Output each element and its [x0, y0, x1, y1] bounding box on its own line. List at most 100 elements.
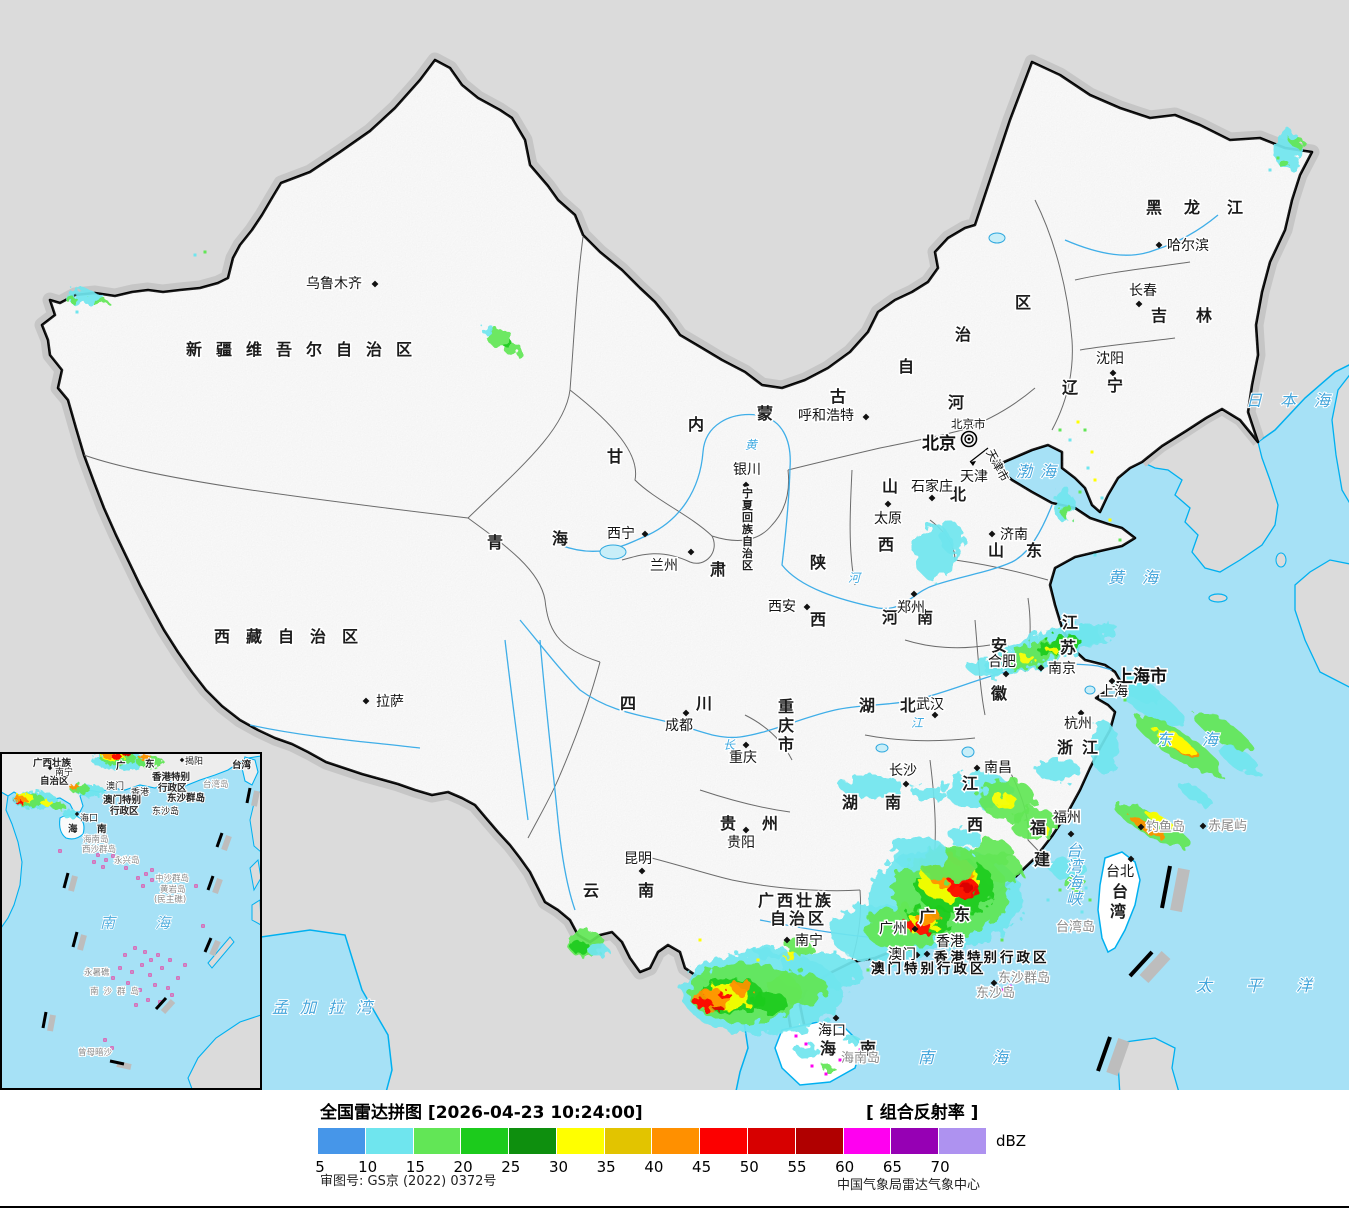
boundary-dash	[109, 1059, 125, 1066]
legend-color-cell	[461, 1128, 509, 1154]
city-dot	[362, 697, 370, 705]
radar-echo-layer	[64, 130, 1305, 1072]
legend-color-cell	[795, 1128, 843, 1154]
radar-echo	[1180, 783, 1212, 807]
islet-marker	[141, 884, 145, 888]
radar-echo	[588, 943, 608, 957]
city-dot	[913, 951, 921, 959]
map-label: 南	[885, 793, 901, 812]
radar-speck	[1086, 466, 1090, 470]
radar-echo	[1153, 726, 1195, 756]
radar-echo	[92, 298, 108, 306]
map-label: 林	[1196, 306, 1212, 325]
inset-label: 海	[68, 823, 78, 835]
radar-echo	[1050, 857, 1086, 879]
map-label: 广州	[879, 921, 907, 937]
inset-label: 澳门	[106, 780, 124, 792]
radar-echo	[892, 838, 948, 870]
islet-marker	[133, 946, 137, 950]
map-label: 肃	[710, 560, 726, 579]
legend-scale-value: 25	[501, 1158, 521, 1176]
inset-label: 香港	[131, 786, 149, 798]
inset-label: 香港特别	[151, 771, 190, 783]
islet-marker	[136, 876, 140, 880]
radar-speck	[824, 1072, 828, 1076]
map-label-layer: 新疆维吾尔自治区西藏自治区青 海甘肃内蒙古自治区陕西山西河北山 东河南江苏安徽浙 江湖…	[185, 197, 1348, 1069]
map-title: 全国雷达拼图 [2026-04-23 10:24:00]	[320, 1103, 643, 1123]
map-label: 成都	[665, 718, 693, 734]
dash-shadow-slab	[160, 998, 176, 1015]
map-label: 广	[919, 907, 935, 926]
legend-scale-value: 50	[739, 1158, 759, 1176]
radar-echo	[994, 795, 1018, 809]
map-label: 苏	[1060, 638, 1076, 657]
legend-color-cell	[939, 1128, 986, 1154]
islet-marker	[124, 866, 128, 870]
boundary-dash	[1096, 1036, 1112, 1072]
radar-echo	[1279, 160, 1289, 168]
city-dot	[884, 500, 892, 508]
radar-speck	[1058, 888, 1062, 892]
dash-shadow-slab	[77, 934, 87, 951]
radar-echo	[65, 294, 75, 302]
map-label: 太平洋	[1196, 976, 1346, 995]
islet-marker	[123, 953, 127, 957]
inset-radar-echo	[62, 810, 78, 818]
inset-label: 东沙岛	[152, 805, 179, 817]
city-dot	[862, 413, 870, 421]
inset-label: (民主礁)	[154, 894, 186, 905]
map-label: 古	[830, 387, 846, 406]
islet-marker	[201, 924, 205, 928]
radar-speck	[1008, 984, 1012, 988]
map-label: 徽	[990, 684, 1008, 703]
dash-shadow-slab	[47, 1014, 56, 1032]
radar-speck	[866, 968, 870, 972]
map-label: 海南岛	[841, 1050, 880, 1066]
map-label: 河	[848, 571, 862, 585]
radar-speck	[810, 1064, 814, 1068]
inset-radar-echo	[51, 802, 65, 810]
map-label: 甘	[607, 447, 623, 466]
radar-echo	[731, 980, 753, 994]
map-label: 重庆	[729, 750, 757, 766]
inset-label: 南沙群岛	[90, 986, 144, 997]
map-label: 福	[1029, 818, 1046, 837]
radar-echo	[1145, 811, 1175, 829]
radar-speck	[953, 943, 957, 947]
radar-echo	[915, 923, 933, 935]
inset-border	[0, 752, 262, 1090]
inset-label: 广	[116, 760, 126, 772]
radar-speck	[1000, 938, 1004, 942]
map-label: 东	[954, 905, 970, 924]
map-label: 建	[1034, 850, 1050, 869]
map-label: 台	[1112, 882, 1128, 901]
inset-label: 南海	[100, 914, 210, 932]
legend-color-cell	[556, 1128, 604, 1154]
dash-shadow-slab	[1106, 1038, 1130, 1076]
map-label: 安	[991, 636, 1007, 655]
city-dot	[1067, 830, 1075, 838]
map-label: 武汉	[916, 697, 944, 713]
radar-speck	[1276, 156, 1280, 160]
map-label: 宁	[1107, 376, 1123, 395]
radar-echo	[571, 940, 589, 954]
map-label: 钓鱼岛	[1146, 819, 1185, 835]
islet-marker	[130, 970, 134, 974]
map-label: 贵阳	[727, 835, 755, 851]
islet-marker	[140, 963, 144, 967]
map-label: 日本海	[1246, 391, 1348, 410]
beijing-target-icon	[960, 430, 978, 448]
dash-shadow-slab	[251, 790, 260, 807]
islet-marker	[144, 872, 148, 876]
inset-dash-layer	[41, 787, 260, 1070]
map-label: 赤尾屿	[1208, 819, 1247, 834]
radar-echo	[1291, 138, 1305, 148]
radar-speck	[1068, 438, 1072, 442]
boundary-dash	[71, 931, 79, 948]
islet-marker	[118, 966, 122, 970]
radar-echo	[1020, 656, 1036, 664]
city-dot	[1127, 855, 1135, 863]
map-label: 西藏自治区	[214, 627, 374, 646]
scale-unit: dBZ	[996, 1132, 1027, 1150]
